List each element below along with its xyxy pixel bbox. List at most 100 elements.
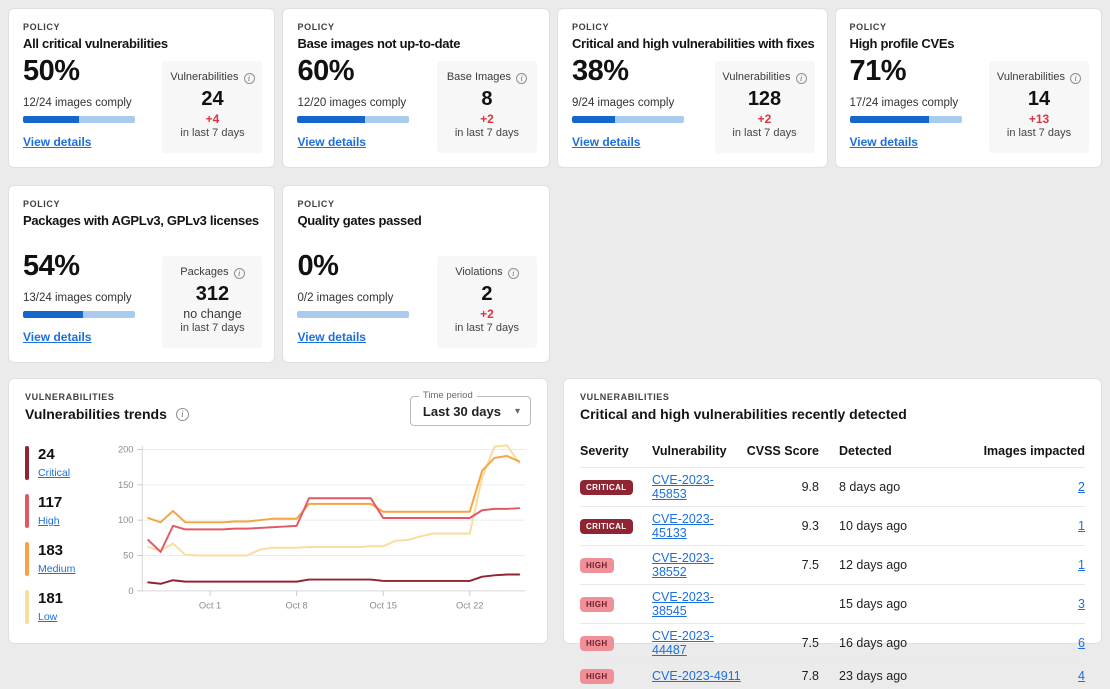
x-tick-label: Oct 22 [456, 601, 483, 611]
legend-severity-link[interactable]: Medium [38, 563, 75, 575]
info-icon[interactable]: i [244, 73, 255, 84]
policy-card: POLICY Critical and high vulnerabilities… [557, 8, 828, 168]
stat-delta: +4 [168, 112, 256, 126]
stat-period: in last 7 days [443, 322, 531, 334]
column-header: CVSS Score [743, 438, 819, 468]
policy-title: Critical and high vulnerabilities with f… [572, 36, 815, 51]
detected-text: 12 days ago [819, 546, 967, 585]
severity-badge: HIGH [580, 636, 614, 651]
policy-card: POLICY Quality gates passed 0% 0/2 image… [282, 185, 549, 363]
column-header: Vulnerability [652, 438, 743, 468]
legend-count: 183 [38, 542, 75, 559]
recent-vulnerabilities-card: VULNERABILITIES Critical and high vulner… [563, 378, 1102, 644]
info-icon[interactable]: i [516, 73, 527, 84]
detected-text: 16 days ago [819, 624, 967, 663]
stat-label: Base Images [447, 71, 514, 83]
vulnerability-row: CRITICAL CVE-2023-45133 9.3 10 days ago … [580, 507, 1085, 546]
vulnerability-row: HIGH CVE-2023-4911 7.8 23 days ago 4 [580, 663, 1085, 689]
legend-severity-link[interactable]: Low [38, 611, 57, 623]
info-icon[interactable]: i [1070, 73, 1081, 84]
images-impacted-link[interactable]: 6 [1078, 636, 1085, 650]
series-line-high [148, 498, 519, 552]
view-details-link[interactable]: View details [572, 135, 640, 149]
stat-value: 24 [168, 88, 256, 111]
view-details-link[interactable]: View details [23, 330, 91, 344]
stat-period: in last 7 days [721, 127, 809, 139]
cve-link[interactable]: CVE-2023-4911 [652, 669, 741, 683]
cvss-score: 9.3 [743, 507, 819, 546]
legend-count: 181 [38, 590, 63, 607]
info-icon[interactable]: i [176, 408, 189, 421]
cvss-score: 7.8 [743, 663, 819, 689]
images-impacted-link[interactable]: 3 [1078, 597, 1085, 611]
comply-text: 12/20 images comply [297, 97, 436, 109]
recent-eyebrow: VULNERABILITIES [580, 392, 1085, 402]
progress-fill [297, 116, 364, 123]
images-impacted-link[interactable]: 1 [1078, 519, 1085, 533]
cve-link[interactable]: CVE-2023-38545 [652, 590, 714, 618]
trends-title: Vulnerabilities trends [25, 406, 167, 422]
time-period-value: Last 30 days [423, 404, 501, 419]
comply-text: 13/24 images comply [23, 292, 162, 304]
progress-fill [572, 116, 615, 123]
policy-card: POLICY High profile CVEs 71% 17/24 image… [835, 8, 1103, 168]
time-period-select[interactable]: Time period Last 30 days ▾ [410, 396, 531, 426]
severity-badge: HIGH [580, 597, 614, 612]
policy-card: POLICY All critical vulnerabilities 50% … [8, 8, 275, 168]
progress-bar [572, 116, 684, 123]
stat-label: Packages [180, 266, 231, 278]
images-impacted-link[interactable]: 2 [1078, 480, 1085, 494]
stat-label: Vulnerabilities [997, 71, 1068, 83]
cvss-score [743, 585, 819, 624]
legend-color-bar [25, 542, 29, 576]
detected-text: 23 days ago [819, 663, 967, 689]
cve-link[interactable]: CVE-2023-45853 [652, 473, 714, 501]
severity-badge: CRITICAL [580, 480, 633, 495]
stat-value: 8 [443, 88, 531, 111]
info-icon[interactable]: i [234, 268, 245, 279]
progress-fill [23, 311, 83, 318]
images-impacted-link[interactable]: 4 [1078, 669, 1085, 683]
stat-period: in last 7 days [443, 127, 531, 139]
legend-item: 24 Critical [25, 446, 107, 481]
cve-link[interactable]: CVE-2023-44487 [652, 629, 714, 657]
recent-title: Critical and high vulnerabilities recent… [580, 406, 1085, 422]
stat-label: Vulnerabilities [722, 71, 793, 83]
column-header: Images impacted [967, 438, 1085, 468]
policy-title: Packages with AGPLv3, GPLv3 licenses [23, 213, 262, 228]
view-details-link[interactable]: View details [23, 135, 91, 149]
policy-title: Quality gates passed [297, 213, 536, 228]
severity-badge: CRITICAL [580, 519, 633, 534]
stat-delta: +13 [995, 112, 1083, 126]
detected-text: 15 days ago [819, 585, 967, 624]
view-details-link[interactable]: View details [297, 135, 365, 149]
images-impacted-link[interactable]: 1 [1078, 558, 1085, 572]
stat-value: 2 [443, 283, 531, 306]
view-details-link[interactable]: View details [850, 135, 918, 149]
cve-link[interactable]: CVE-2023-45133 [652, 512, 714, 540]
cvss-score: 9.8 [743, 468, 819, 507]
view-details-link[interactable]: View details [297, 330, 365, 344]
card-eyebrow: POLICY [297, 199, 536, 209]
cve-link[interactable]: CVE-2023-38552 [652, 551, 714, 579]
comply-text: 9/24 images comply [572, 97, 715, 109]
compliance-percent: 38% [572, 55, 715, 88]
info-icon[interactable]: i [796, 73, 807, 84]
info-icon[interactable]: i [508, 268, 519, 279]
trends-eyebrow: VULNERABILITIES [25, 392, 189, 402]
stat-period: in last 7 days [168, 322, 256, 334]
x-tick-label: Oct 1 [199, 601, 221, 611]
compliance-percent: 50% [23, 55, 162, 88]
stat-box: Vulnerabilities i 128 +2 in last 7 days [715, 61, 815, 153]
policy-title: All critical vulnerabilities [23, 36, 262, 51]
column-header: Detected [819, 438, 967, 468]
legend-severity-link[interactable]: Critical [38, 467, 70, 479]
y-tick-label: 100 [118, 515, 134, 525]
detected-text: 8 days ago [819, 468, 967, 507]
progress-bar [850, 116, 962, 123]
legend-item: 183 Medium [25, 542, 107, 577]
stat-delta: +2 [443, 307, 531, 321]
legend-severity-link[interactable]: High [38, 515, 60, 527]
chart-legend: 24 Critical 117 High 183 Medium 181 Low [25, 440, 107, 625]
